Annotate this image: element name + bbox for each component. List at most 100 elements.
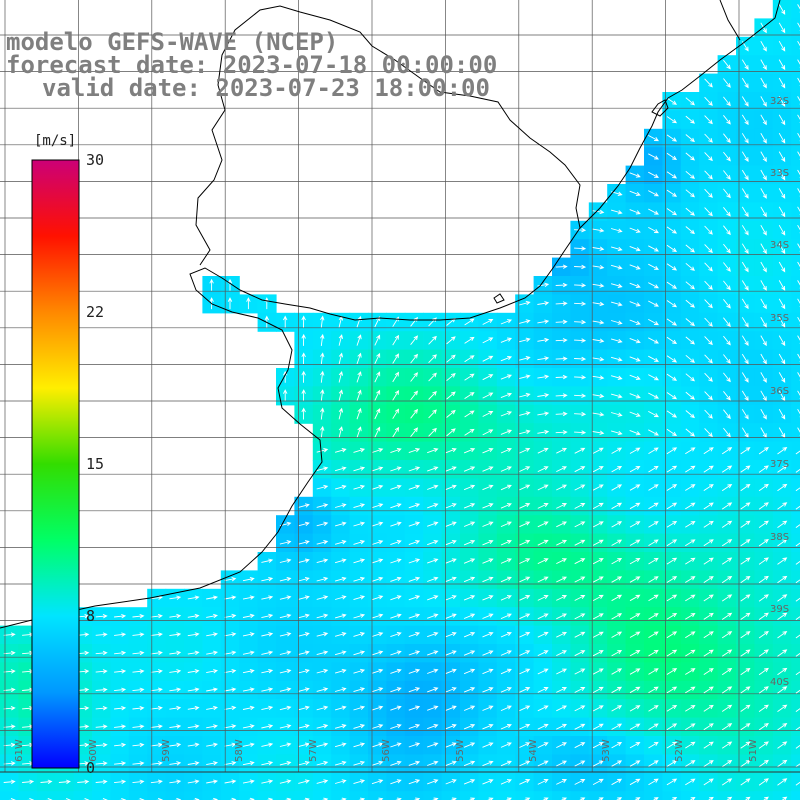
wind-arrow [648,686,659,694]
wind-arrow [537,429,550,435]
wind-arrow [797,353,800,363]
wind-arrow [758,465,769,473]
wind-arrow [648,613,659,620]
wind-arrow [187,687,200,692]
wind-arrow [797,188,800,197]
wind-arrow [242,779,255,784]
wind-arrow [795,450,800,455]
wind-arrow [371,632,384,637]
wind-arrow [629,227,641,233]
wind-arrow [629,301,641,307]
wind-speed-cell [460,791,479,800]
wind-arrow [648,465,659,473]
wind-arrow [537,301,550,306]
wind-arrow [410,427,419,437]
wind-speed-cell [791,73,800,93]
wind-speed-cell [791,607,800,627]
wind-arrow [353,466,366,472]
wind-arrow [648,411,659,418]
wind-arrow [592,264,605,270]
wind-arrow [592,539,604,546]
wind-arrow [169,779,182,784]
wind-arrow [390,613,402,619]
wind-arrow [704,280,713,290]
wind-arrow [610,209,623,215]
wind-arrow [537,466,549,473]
wind-arrow [353,705,366,711]
wind-arrow [358,797,366,800]
wind-arrow [408,576,421,582]
wind-arrow [500,374,513,380]
wind-arrow [629,429,641,436]
wind-arrow [560,797,567,800]
wind-arrow [741,188,749,199]
wind-arrow [777,539,788,547]
wind-speed-cell [791,772,800,792]
wind-arrow [242,742,255,747]
wind-arrow [592,723,604,730]
wind-arrow [740,704,751,712]
wind-arrow [353,595,366,601]
wind-arrow [610,393,623,399]
wind-arrow [279,779,292,784]
wind-arrow [740,612,751,620]
wind-arrow [428,427,437,437]
wind-arrow [666,318,678,326]
wind-arrow [334,668,347,674]
wind-arrow [301,407,306,420]
wind-arrow [795,616,800,620]
wind-arrow [338,426,344,438]
lat-label: 36S [770,386,790,397]
wind-arrow [685,741,696,749]
wind-arrow [629,778,641,786]
wind-arrow [685,134,695,143]
wind-speed-cell [791,331,800,351]
wind-arrow [505,797,512,800]
wind-arrow [574,447,586,454]
wind-arrow [169,687,182,692]
wind-arrow [390,779,402,785]
wind-arrow [463,687,476,693]
wind-arrow [114,724,127,729]
wind-arrow [3,742,16,748]
wind-arrow [666,631,678,639]
wind-arrow [704,391,713,401]
wind-arrow [334,724,347,729]
wind-arrow [334,558,347,564]
wind-arrow [778,427,786,439]
wind-arrow [132,705,145,711]
wind-arrow [556,558,567,565]
wind-arrow [519,723,531,730]
wind-arrow [758,557,769,565]
wind-speed-cell [791,625,800,645]
wind-arrow [741,243,749,254]
wind-arrow [741,427,749,438]
wind-arrow [353,503,366,509]
wind-arrow [261,576,274,582]
wind-arrow [95,761,108,766]
lon-label: 61W [13,739,25,762]
wind-speed-cell [772,791,792,800]
wind-arrow [242,632,255,637]
wind-speed-cell [791,386,800,406]
wind-arrow [723,225,731,236]
wind-arrow [574,283,587,288]
wind-arrow [666,760,678,767]
wind-arrow [519,779,531,785]
wind-speed-cell [73,791,93,800]
island [493,293,505,304]
wind-arrow [666,539,678,547]
wind-arrow [298,668,310,674]
wind-arrow [463,503,476,509]
wind-arrow [445,503,457,509]
wind-arrow [206,669,218,674]
wind-arrow [648,594,659,602]
wind-arrow [685,704,696,712]
wind-arrow [741,298,749,310]
wind-speed-cell [791,147,800,167]
wind-arrow [797,390,800,399]
wind-arrow [592,283,605,288]
wind-arrow [592,521,604,528]
wind-arrow [376,797,384,800]
lon-label: 51W [747,739,759,762]
